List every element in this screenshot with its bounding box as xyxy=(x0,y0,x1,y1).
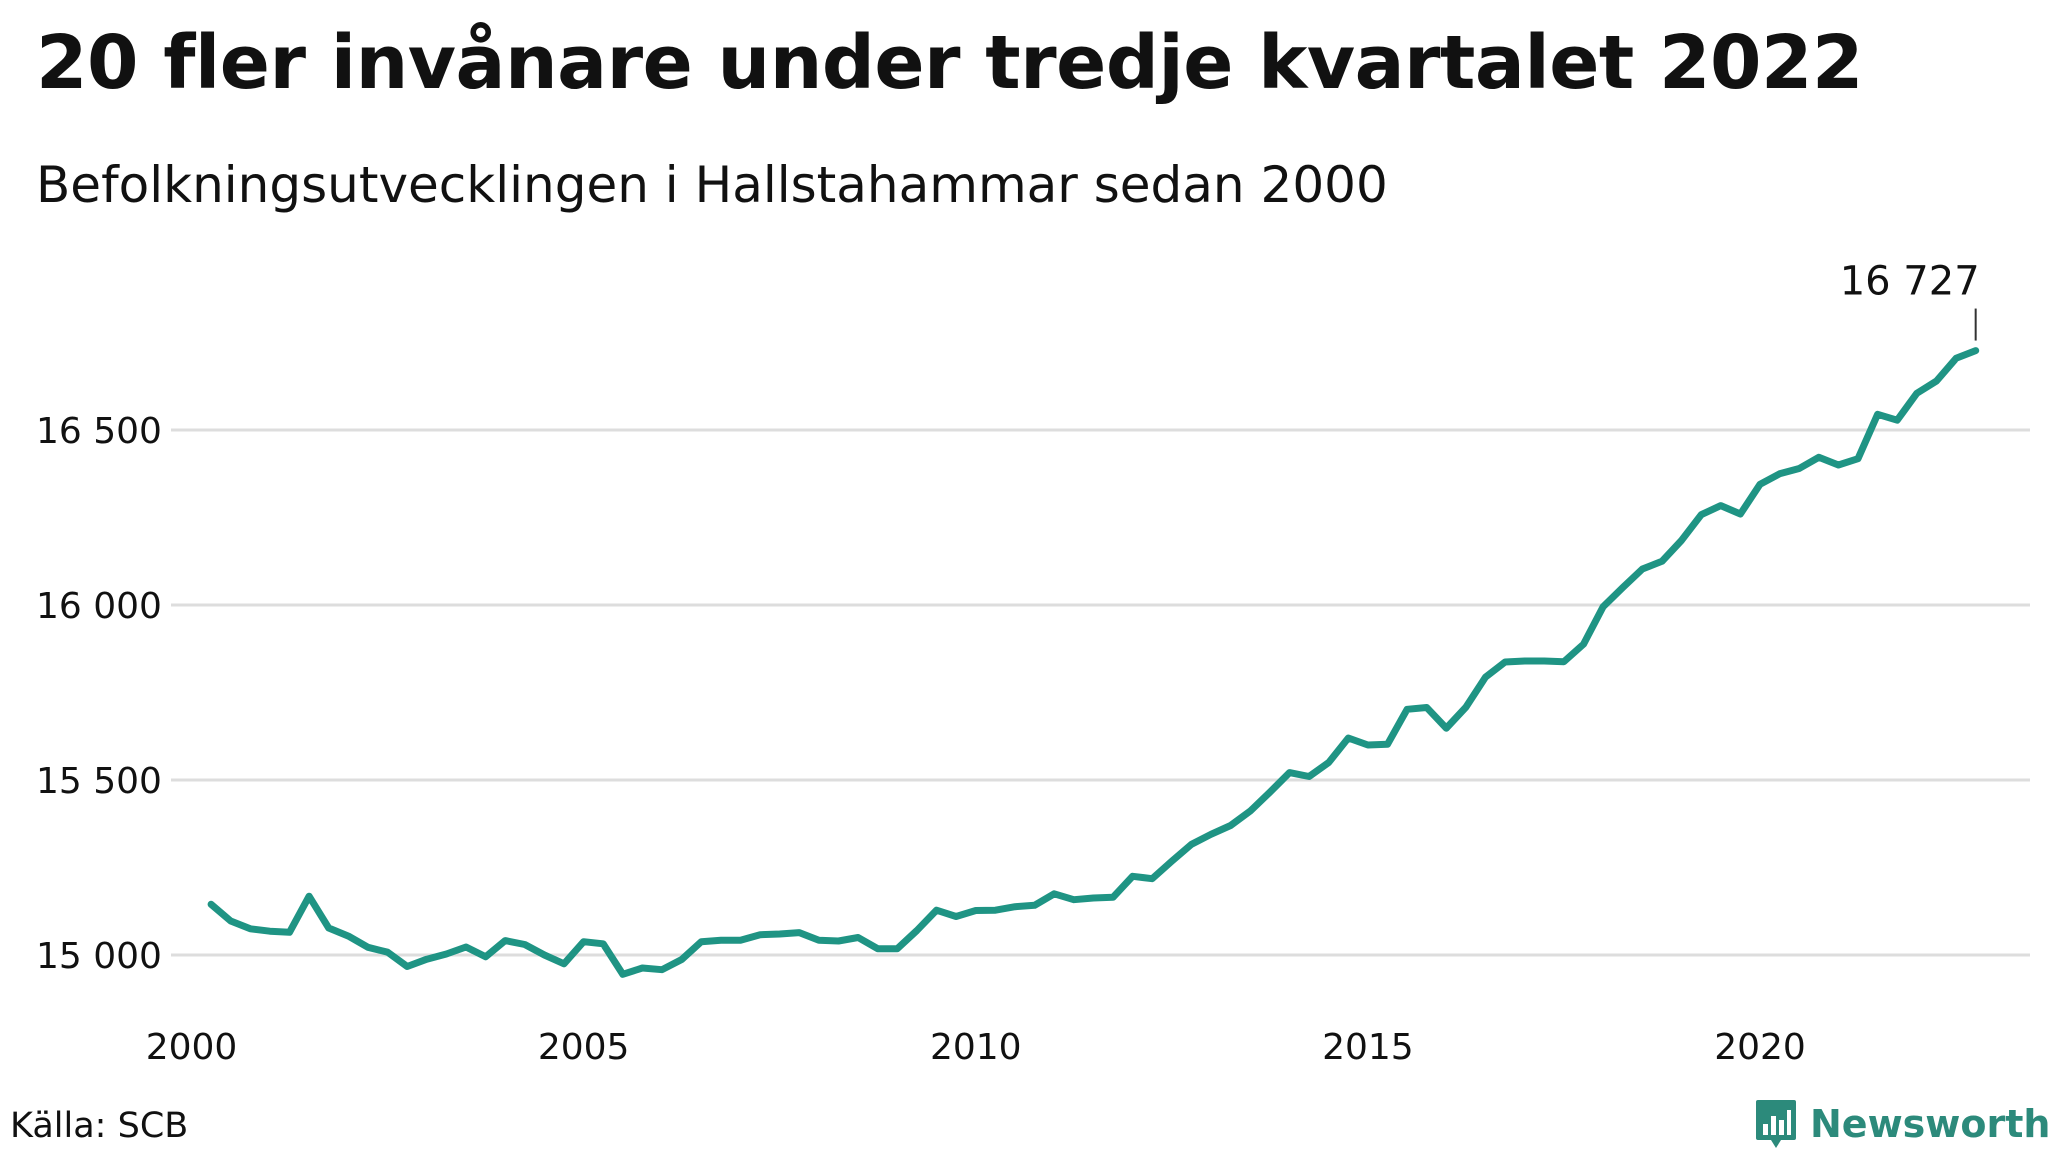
series-line xyxy=(207,347,1980,978)
chart-title: 20 fler invånare under tredje kvartalet … xyxy=(36,20,1864,106)
x-tick-label: 2010 xyxy=(930,1027,1022,1068)
x-tick-label: 2020 xyxy=(1714,1027,1806,1068)
y-tick-label: 16 000 xyxy=(36,586,162,627)
brand-name: Newsworthy xyxy=(1810,1102,2048,1146)
chart-subtitle: Befolkningsutvecklingen i Hallstahammar … xyxy=(36,156,1388,214)
gridlines xyxy=(171,428,2030,957)
series-layer xyxy=(207,347,1980,978)
x-tick-label: 2005 xyxy=(538,1027,630,1068)
y-tick-label: 16 500 xyxy=(36,411,162,452)
brand-logo[interactable]: Newsworthy xyxy=(1754,1098,2048,1150)
end-value-label: 16 727 xyxy=(1840,259,1980,305)
x-tick-label: 2015 xyxy=(1322,1027,1414,1068)
x-tick-label: 2000 xyxy=(146,1027,238,1068)
y-axis-tick-labels: 15 000 15 500 16 000 16 500 xyxy=(36,411,162,977)
y-tick-label: 15 500 xyxy=(36,761,162,802)
y-tick-label: 15 000 xyxy=(36,936,162,977)
source-note: Källa: SCB xyxy=(10,1106,189,1146)
end-annotation: 16 727 xyxy=(1840,259,1980,341)
bar-chart-icon xyxy=(1756,1100,1796,1148)
x-axis-tick-labels: 2000 2005 2010 2015 2020 xyxy=(146,1027,1806,1068)
